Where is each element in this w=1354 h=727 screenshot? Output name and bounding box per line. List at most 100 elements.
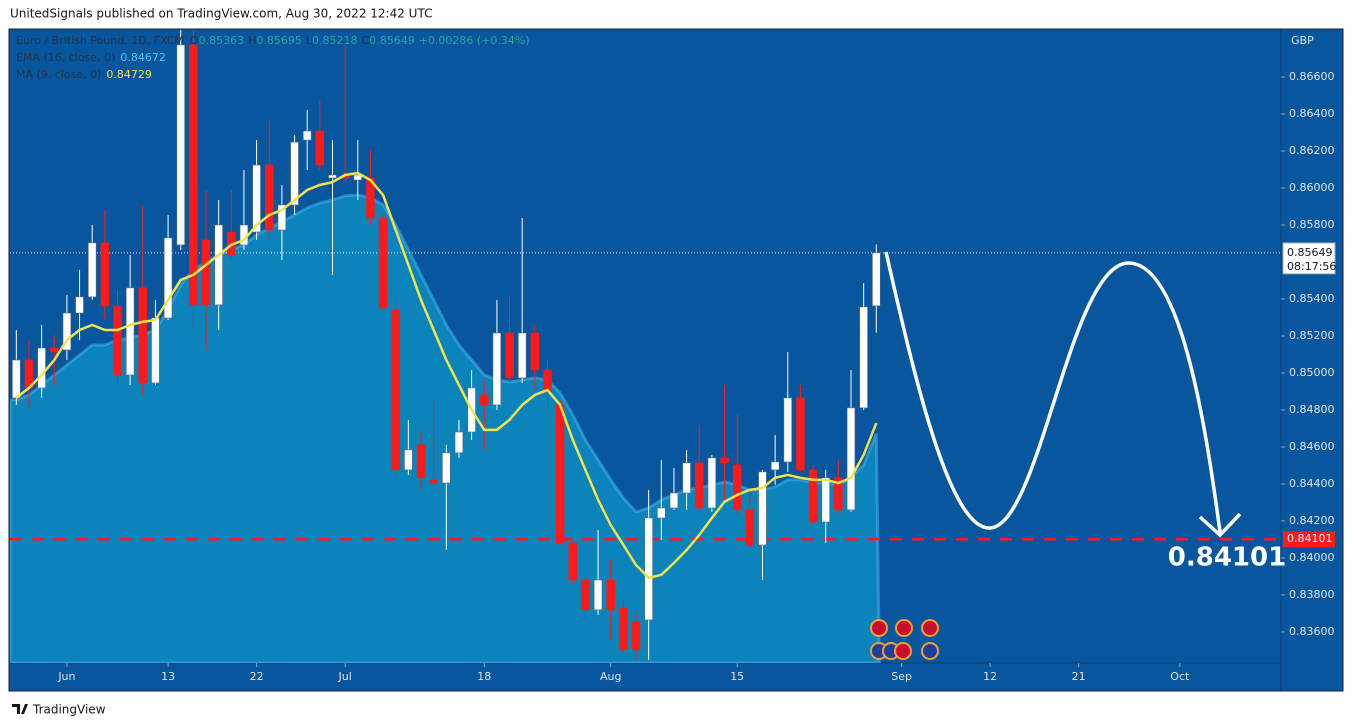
candle-body: [353, 174, 363, 181]
candle-body: [492, 332, 502, 406]
publisher: UnitedSignals published on TradingView.c…: [10, 7, 432, 21]
candle-body: [302, 130, 312, 141]
candle-body: [593, 579, 603, 611]
y-tick-label: 0.84000: [1289, 551, 1335, 564]
candle-body: [201, 239, 211, 306]
legend-value: 0.84672: [120, 51, 166, 64]
ohlc-value: 0.85363: [199, 34, 245, 47]
legend-ema: EMA (16, close, 0) 0.84672: [16, 51, 166, 64]
candle-body: [113, 305, 122, 376]
x-tick-label: Sep: [891, 670, 912, 683]
plot-area: [10, 30, 1281, 663]
candle-body: [429, 479, 438, 484]
symbol-title: Euro / British Pound, 1D, FXCM: [16, 34, 184, 47]
legend-ma: MA (9, close, 0) 0.84729: [16, 68, 152, 81]
candle-body: [568, 542, 578, 581]
candle-body: [416, 444, 426, 479]
candle-body: [695, 462, 704, 509]
candle-body: [770, 461, 780, 471]
legend-name: EMA (16, close, 0): [16, 51, 115, 64]
last-price-label: 0.85649: [1287, 246, 1333, 259]
candle-body: [644, 517, 653, 621]
candle-body: [62, 312, 72, 351]
candle-body: [214, 224, 223, 306]
x-tick-label: 15: [730, 670, 744, 683]
event-icon: [921, 619, 939, 637]
candle-body: [821, 477, 830, 523]
countdown-label: 08:17:56: [1287, 260, 1336, 273]
candle-body: [758, 471, 767, 546]
candle-body: [517, 332, 527, 379]
legend-name: MA (9, close, 0): [16, 68, 101, 81]
ohlc-letter: O: [190, 34, 199, 47]
candle-body: [315, 130, 325, 166]
candle-body: [834, 477, 843, 511]
ohlc-letter: C: [362, 34, 370, 47]
candle-body: [75, 296, 84, 314]
candle-body: [454, 431, 464, 454]
x-tick-label: 18: [477, 670, 491, 683]
candle-body: [555, 404, 565, 544]
candle-body: [619, 607, 628, 651]
candle-body: [783, 397, 792, 463]
legend-value: 0.84729: [106, 68, 152, 81]
forecast-arrowhead: [1198, 512, 1242, 538]
candle-body: [87, 242, 97, 298]
ohlc-value: 0.85218: [312, 34, 358, 47]
candle-body: [796, 397, 805, 471]
event-icons: [870, 619, 939, 660]
candle-body: [125, 287, 135, 376]
ohlc-value: 0.85649: [369, 34, 415, 47]
candle-body: [707, 457, 717, 509]
y-tick-label: 0.85800: [1289, 218, 1335, 231]
candle-body: [151, 317, 160, 384]
y-tick-label: 0.84200: [1289, 514, 1335, 527]
candle-body: [669, 492, 679, 509]
y-tick-label: 0.85000: [1289, 366, 1335, 379]
candle-body: [657, 507, 666, 519]
ohlc-letter: L: [306, 34, 313, 47]
forecast-curve: [884, 251, 1222, 533]
candle-body: [265, 164, 274, 231]
y-tick-label: 0.84400: [1289, 477, 1335, 490]
overlay: [870, 251, 1242, 660]
x-tick-label: Jun: [57, 670, 75, 683]
target-price-box: [1283, 531, 1335, 548]
candle-body: [631, 621, 641, 651]
y-tick-label: 0.83600: [1289, 625, 1335, 638]
candle-body: [720, 457, 729, 464]
candle-body: [846, 407, 856, 511]
candle-body: [290, 141, 299, 206]
candle-body: [404, 449, 413, 471]
event-icon: [870, 619, 888, 637]
footer-brand: TradingView: [32, 703, 106, 717]
candle-body: [378, 217, 388, 309]
candle-body: [12, 359, 21, 399]
candle-body: [732, 464, 742, 511]
ohlc-value: 0.85695: [256, 34, 302, 47]
target-price-label: 0.84101: [1287, 532, 1333, 545]
candle-body: [581, 579, 590, 611]
candle-body: [606, 579, 615, 611]
y-tick-label: 0.86600: [1289, 70, 1335, 83]
candle-body: [277, 204, 287, 231]
x-tick-label: 21: [1072, 670, 1086, 683]
y-tick-label: 0.84800: [1289, 403, 1335, 416]
candle-body: [543, 369, 552, 393]
candle-body: [442, 452, 451, 484]
candle-body: [176, 44, 185, 246]
footer: TradingView: [12, 703, 106, 717]
candle-body: [682, 462, 691, 494]
change: +0.00286 (+0.34%): [419, 34, 530, 47]
candle-body: [366, 177, 375, 219]
y-tick-label: 0.86000: [1289, 181, 1335, 194]
x-tick-label: 22: [250, 670, 264, 683]
y-tick-label: 0.85200: [1289, 329, 1335, 342]
event-icon: [895, 619, 913, 637]
x-tick-label: 12: [983, 670, 997, 683]
x-tick-label: Jul: [337, 670, 351, 683]
last-price-box: [1282, 242, 1336, 275]
ohlc-letter: H: [248, 34, 256, 47]
